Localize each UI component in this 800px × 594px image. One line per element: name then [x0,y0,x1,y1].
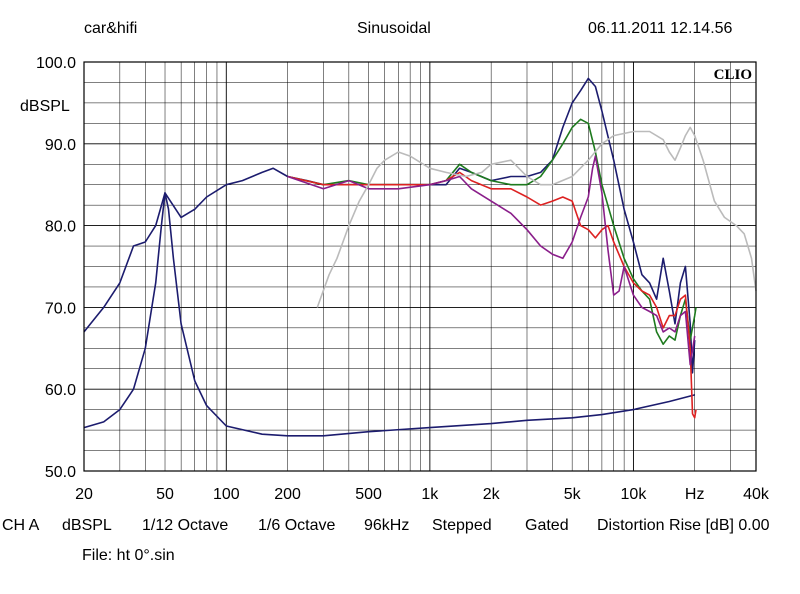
series-line-5 [287,155,696,366]
status-distortion-rise: Distortion Rise [dB] 0.00 [597,517,770,534]
x-tick-label: 100 [213,486,240,503]
y-tick-labels: 100.0 90.0 80.0 70.0 60.0 50.0 [36,55,76,481]
status-smoothing-1: 1/12 Octave [142,517,229,534]
status-mode: Stepped [432,517,492,534]
x-tick-label: 20 [75,486,93,503]
x-tick-label: 40k [743,486,770,503]
status-unit: dBSPL [62,517,112,534]
x-tick-label: 500 [355,486,382,503]
x-tick-label: 1k [421,486,439,503]
status-channel: CH A [2,517,40,534]
status-gating: Gated [525,517,569,534]
y-tick-label: 70.0 [45,300,76,317]
grid-lines [84,62,756,471]
series-lines [83,77,757,437]
header-brand: car&hifi [84,20,138,37]
y-tick-label: 90.0 [45,137,76,154]
series-line-6 [316,126,757,308]
x-tick-label: 50 [156,486,174,503]
y-axis-label: dBSPL [20,98,70,115]
y-tick-label: 50.0 [45,464,76,481]
x-tick-label: 2k [483,486,501,503]
file-label: File: ht 0°.sin [82,547,175,564]
plot-frame [83,61,757,472]
x-tick-label: 5k [564,486,582,503]
x-tick-label: 200 [274,486,301,503]
status-smoothing-2: 1/6 Octave [258,517,336,534]
x-tick-labels: 20 50 100 200 500 1k 2k 5k 10k Hz 40k [75,486,770,503]
series-line-2 [83,192,695,437]
y-tick-label: 100.0 [36,55,76,72]
x-tick-label: Hz [685,486,705,503]
clio-logo: CLIO [714,67,752,83]
header-measurement-type: Sinusoidal [357,20,431,37]
y-tick-label: 80.0 [45,219,76,236]
series-line-1 [83,77,696,374]
y-tick-label: 60.0 [45,382,76,399]
header-timestamp: 06.11.2011 12.14.56 [588,20,733,37]
status-sample-rate: 96kHz [364,517,410,534]
x-tick-label: 10k [621,486,648,503]
